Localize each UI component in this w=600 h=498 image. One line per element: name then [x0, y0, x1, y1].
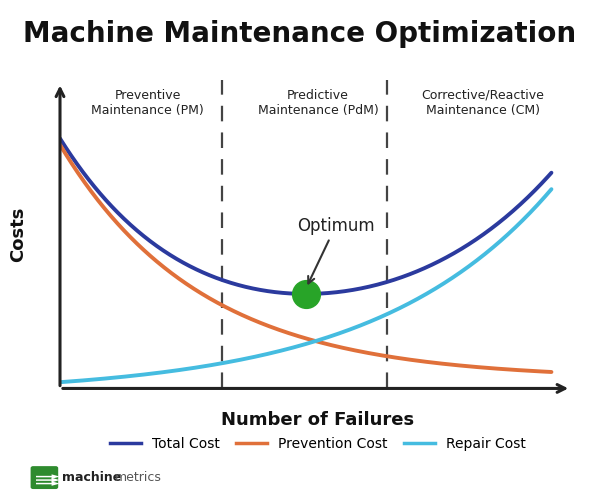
Text: metrics: metrics: [115, 471, 161, 484]
Text: Predictive
Maintenance (PdM): Predictive Maintenance (PdM): [257, 89, 379, 117]
Text: Preventive
Maintenance (PM): Preventive Maintenance (PM): [91, 89, 204, 117]
Text: Machine Maintenance Optimization: Machine Maintenance Optimization: [23, 20, 577, 48]
Text: Number of Failures: Number of Failures: [221, 411, 415, 429]
Text: Corrective/Reactive
Maintenance (CM): Corrective/Reactive Maintenance (CM): [422, 89, 545, 117]
Legend: Total Cost, Prevention Cost, Repair Cost: Total Cost, Prevention Cost, Repair Cost: [104, 431, 532, 456]
Text: machine: machine: [62, 471, 121, 484]
Text: Optimum: Optimum: [297, 217, 374, 283]
Text: Costs: Costs: [9, 206, 27, 262]
